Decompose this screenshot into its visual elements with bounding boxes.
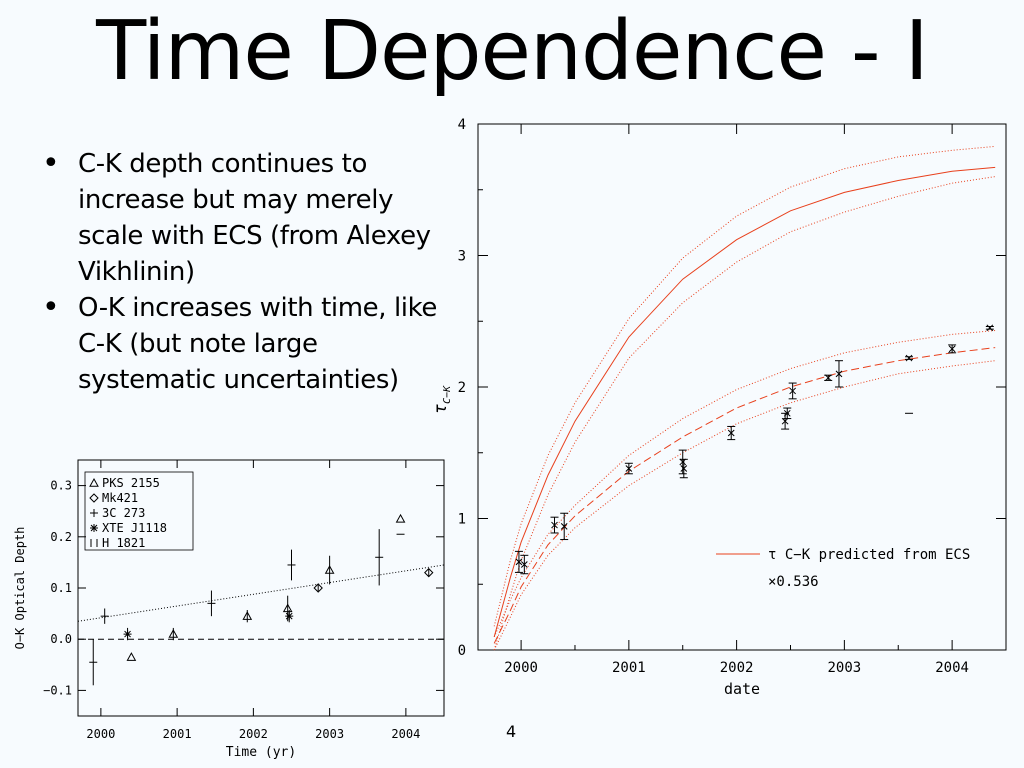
ok-legend-label: 3C 273 [102, 506, 145, 520]
bullet-dot-icon: • [42, 290, 60, 325]
ck-legend-scale: ×0.536 [768, 574, 819, 590]
ck-y-tick-label: 4 [458, 117, 466, 133]
ok-y-axis-label: O−K Optical Depth [13, 527, 27, 650]
ok-y-tick-label: 0.3 [50, 479, 72, 493]
ck-model-upper-mid-curve [493, 166, 996, 638]
ck-model-upper-low-curve [493, 176, 996, 651]
ck-y-tick-label: 0 [458, 643, 466, 659]
ok-legend-label: H 1821 [102, 536, 145, 550]
ck-y-axis-label-text: τC−K [431, 385, 453, 414]
ck-data-point [727, 429, 735, 437]
ck-model-lower-high-curve [493, 330, 996, 638]
ck-model-upper-high-curve [493, 145, 996, 627]
ck-x-tick-label: 2000 [504, 660, 538, 676]
ck-x-axis-label: date [724, 680, 760, 698]
ck-x-tick-label: 2002 [720, 660, 754, 676]
ok-data-point [282, 603, 293, 613]
ck-x-tick-label: 2003 [828, 660, 862, 676]
ok-data-point [313, 583, 323, 593]
ok-legend-marker [89, 477, 99, 487]
ok-legend-label: PKS 2155 [102, 476, 160, 490]
ck-y-tick-label: 3 [458, 249, 466, 265]
ck-y-tick-label: 1 [458, 512, 466, 528]
ok-data-point [424, 567, 434, 578]
ck-data-point [679, 458, 687, 466]
bullet-text: O-K increases with time, like C-K (but n… [78, 293, 437, 395]
ok-legend-marker [90, 539, 98, 547]
ck-data-point [824, 374, 832, 382]
ok-x-tick-label: 2004 [391, 727, 420, 741]
bullet-item: • O-K increases with time, like C-K (but … [40, 290, 440, 398]
ck-model-lower-mid-curve [493, 347, 996, 644]
ok-x-tick-label: 2002 [239, 727, 268, 741]
ok-legend-label: Mk421 [102, 491, 138, 505]
ok-legend-box [84, 471, 194, 551]
ck-x-tick-label: 2004 [935, 660, 969, 676]
ok-x-tick-label: 2003 [315, 727, 344, 741]
ck-data-point [520, 561, 528, 568]
slide-title: Time Dependence - I [96, 4, 929, 99]
ok-data-point [168, 629, 179, 638]
page-number: 4 [506, 722, 517, 741]
ck-data-point [680, 465, 688, 472]
ok-data-point [324, 565, 335, 574]
ok-legend-marker [90, 509, 98, 517]
ok-data-point [395, 513, 406, 523]
ok-x-tick-label: 2000 [86, 727, 115, 741]
ok-legend-marker [89, 493, 99, 503]
ok-x-tick-label: 2001 [163, 727, 192, 741]
ck-data-point [551, 521, 558, 529]
ok-legend-label: XTE J1118 [102, 521, 167, 535]
ok-data-point [242, 611, 253, 620]
ok-trend-line [77, 564, 445, 622]
ck-data-point [948, 345, 956, 353]
ck-data-point [986, 324, 994, 332]
bullet-text: C-K depth continues to increase but may … [78, 149, 431, 287]
bullet-dot-icon: • [42, 146, 60, 181]
ck-y-tick-label: 2 [458, 380, 466, 396]
ck-data-point [783, 409, 791, 417]
ck-legend-label: τ C−K predicted from ECS [768, 547, 970, 563]
ck-data-point [560, 523, 568, 530]
ck-x-tick-label: 2001 [612, 660, 646, 676]
ok-data-point [126, 652, 137, 661]
ck-data-point [625, 465, 633, 472]
ck-plot-frame [477, 123, 1007, 651]
ok-y-tick-label: −0.1 [43, 683, 72, 697]
ok-legend-marker [90, 524, 98, 532]
ok-data-point [123, 630, 132, 639]
bullet-list: • C-K depth continues to increase but may… [40, 146, 440, 398]
ok-depth-chart: 2000 2001 2002 2003 2004 −0.1 0.0 0.1 0.2 0.3 PKS… [13, 459, 445, 760]
ok-y-tick-label: 0.0 [50, 632, 72, 646]
ck-data-point [789, 387, 796, 395]
ck-model-lower-low-curve [493, 360, 996, 651]
ok-y-tick-label: 0.2 [50, 530, 72, 544]
ck-data-point [835, 370, 843, 378]
ok-x-axis-label: Time (yr) [226, 745, 296, 760]
ck-data-point [781, 417, 789, 425]
ck-y-axis-label: τC−K [431, 385, 453, 414]
ok-y-tick-label: 0.1 [50, 581, 72, 595]
ck-data-point [905, 354, 913, 362]
ck-depth-chart: 2000 2001 2002 2003 2004 0 1 2 3 4 date τC−K τ C−… [431, 117, 1007, 698]
bullet-item: • C-K depth continues to increase but may… [40, 146, 440, 290]
ok-data-point [285, 612, 294, 621]
ck-data-point [515, 558, 523, 566]
